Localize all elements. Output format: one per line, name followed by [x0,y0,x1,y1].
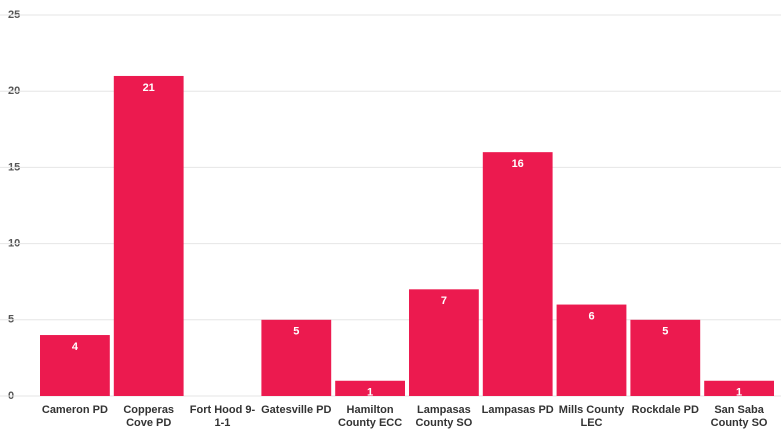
x-tick-label: Cameron PD [41,404,108,416]
data-label: 1 [736,387,742,399]
x-tick-label: San Saba County SO [710,404,768,429]
data-label: 16 [512,158,524,170]
bar [335,380,405,396]
x-tick-label: Rockdale PD [631,404,699,416]
bar [556,304,627,396]
x-tick-label: Hamilton County ECC [338,404,403,429]
bar [40,335,110,396]
x-tick-label: Mills County LEC [558,404,625,429]
data-label: 5 [293,326,299,338]
data-label: 7 [441,295,447,307]
data-label: 4 [72,341,79,353]
x-tick-label: Lampasas County SO [415,404,473,429]
x-tick-label: Copperas Cove PD [123,404,175,429]
x-tick-label: Gatesville PD [261,404,332,416]
bar [113,75,184,397]
bar [704,380,774,396]
x-tick-label: Lampasas PD [481,404,554,416]
data-label: 1 [367,387,373,399]
bar [482,152,553,396]
x-tick-label: Fort Hood 9-1-1 [189,404,256,429]
bar [630,319,701,396]
data-label: 21 [143,82,155,94]
bar [261,319,332,396]
data-label: 5 [662,326,668,338]
bar [409,289,479,396]
data-label: 6 [588,310,594,322]
